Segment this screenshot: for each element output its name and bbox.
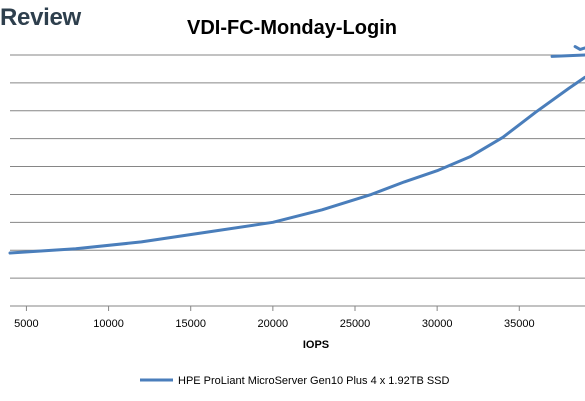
grid-lines xyxy=(10,54,585,279)
series-line-0 xyxy=(8,75,585,255)
series-group xyxy=(8,45,585,255)
x-tick-label: 25000 xyxy=(340,318,371,330)
x-tick-label: 30000 xyxy=(422,318,453,330)
x-tick-label: 20000 xyxy=(258,318,289,330)
series-line-1 xyxy=(550,53,585,58)
chart-title: VDI-FC-Monday-Login xyxy=(187,17,397,39)
x-tick-label: 35000 xyxy=(504,318,535,330)
x-tick-label: 10000 xyxy=(93,318,124,330)
x-tick-label: 5000 xyxy=(14,318,38,330)
x-tick-labels: 5000 10000 15000 20000 25000 30000 35000 xyxy=(14,306,535,330)
x-axis-label: IOPS xyxy=(303,339,329,351)
x-tick-label: 15000 xyxy=(175,318,206,330)
legend: HPE ProLiant MicroServer Gen10 Plus 4 x … xyxy=(140,375,450,387)
brand-logo-text: Review xyxy=(0,4,81,31)
legend-label: HPE ProLiant MicroServer Gen10 Plus 4 x … xyxy=(178,375,450,387)
series-line-2 xyxy=(573,45,585,51)
